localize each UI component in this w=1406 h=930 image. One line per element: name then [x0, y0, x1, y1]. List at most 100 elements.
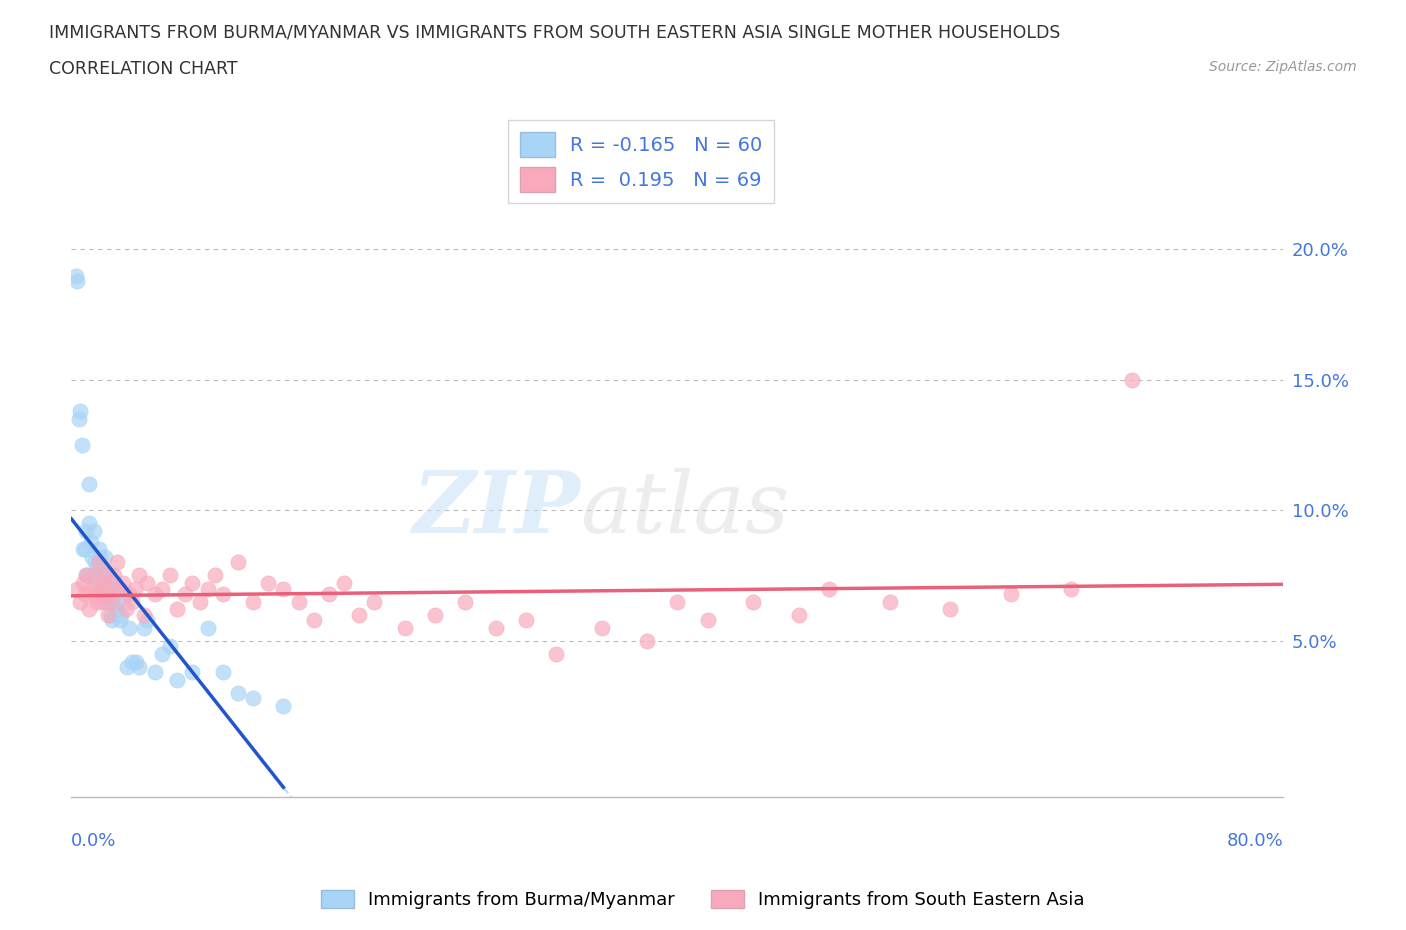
Point — [188, 594, 211, 609]
Point — [100, 586, 122, 601]
Point — [84, 555, 107, 570]
Point — [226, 685, 249, 700]
Text: 0.0%: 0.0% — [72, 832, 117, 850]
Text: ZIP: ZIP — [412, 468, 581, 551]
Text: IMMIGRANTS FROM BURMA/MYANMAR VS IMMIGRANTS FROM SOUTH EASTERN ASIA SINGLE MOTHE: IMMIGRANTS FROM BURMA/MYANMAR VS IMMIGRA… — [49, 23, 1060, 41]
Point — [242, 691, 264, 706]
Point — [97, 576, 120, 591]
Point — [111, 576, 134, 591]
Point — [128, 568, 150, 583]
Text: Source: ZipAtlas.com: Source: ZipAtlas.com — [1209, 60, 1357, 74]
Point — [104, 576, 127, 591]
Point — [1060, 581, 1083, 596]
Point — [89, 560, 111, 575]
Legend: R = -0.165   N = 60, R =  0.195   N = 69: R = -0.165 N = 60, R = 0.195 N = 69 — [508, 120, 775, 204]
Point — [90, 594, 112, 609]
Point — [181, 576, 204, 591]
Point — [87, 542, 110, 557]
Point — [86, 576, 108, 591]
Point — [80, 534, 103, 549]
Point — [82, 550, 104, 565]
Point — [273, 581, 295, 596]
Point — [121, 594, 143, 609]
Point — [79, 602, 101, 617]
Point — [72, 576, 94, 591]
Point — [105, 602, 128, 617]
Point — [939, 602, 962, 617]
Point — [363, 594, 385, 609]
Point — [65, 268, 87, 283]
Point — [124, 581, 146, 596]
Point — [89, 581, 111, 596]
Point — [101, 612, 124, 627]
Point — [546, 646, 568, 661]
Point — [69, 404, 91, 418]
Point — [132, 620, 155, 635]
Point — [159, 639, 181, 654]
Point — [98, 594, 121, 609]
Point — [112, 586, 135, 601]
Point — [1121, 372, 1143, 387]
Point — [73, 586, 96, 601]
Point — [110, 607, 132, 622]
Point — [117, 659, 139, 674]
Point — [143, 665, 166, 680]
Point — [114, 602, 136, 617]
Point — [66, 273, 89, 288]
Point — [101, 594, 124, 609]
Point — [696, 612, 718, 627]
Point — [86, 594, 108, 609]
Point — [77, 568, 100, 583]
Point — [108, 612, 131, 627]
Point — [118, 620, 141, 635]
Point — [93, 586, 115, 601]
Point — [91, 576, 114, 591]
Point — [87, 568, 110, 583]
Point — [666, 594, 689, 609]
Point — [79, 516, 101, 531]
Point — [287, 594, 309, 609]
Point — [118, 586, 141, 601]
Point — [257, 576, 280, 591]
Legend: Immigrants from Burma/Myanmar, Immigrants from South Eastern Asia: Immigrants from Burma/Myanmar, Immigrant… — [314, 883, 1092, 916]
Point — [91, 568, 114, 583]
Point — [333, 576, 356, 591]
Point — [105, 555, 128, 570]
Point — [173, 586, 195, 601]
Point — [273, 698, 295, 713]
Point — [787, 607, 810, 622]
Point — [103, 586, 125, 601]
Point — [636, 633, 658, 648]
Point — [318, 586, 340, 601]
Point — [197, 620, 219, 635]
Point — [302, 612, 325, 627]
Point — [83, 586, 105, 601]
Point — [100, 607, 122, 622]
Point — [84, 568, 107, 583]
Point — [94, 568, 117, 583]
Point — [136, 612, 159, 627]
Point — [79, 477, 101, 492]
Point — [132, 607, 155, 622]
Point — [75, 524, 97, 538]
Point — [818, 581, 841, 596]
Point — [128, 659, 150, 674]
Point — [93, 550, 115, 565]
Point — [159, 568, 181, 583]
Point — [515, 612, 537, 627]
Point — [103, 568, 125, 583]
Point — [166, 672, 188, 687]
Point — [86, 560, 108, 575]
Point — [150, 646, 173, 661]
Point — [93, 586, 115, 601]
Point — [67, 411, 90, 426]
Point — [66, 581, 89, 596]
Point — [107, 594, 129, 609]
Point — [143, 586, 166, 601]
Point — [423, 607, 446, 622]
Point — [204, 568, 226, 583]
Point — [591, 620, 613, 635]
Point — [98, 581, 121, 596]
Point — [83, 524, 105, 538]
Point — [394, 620, 416, 635]
